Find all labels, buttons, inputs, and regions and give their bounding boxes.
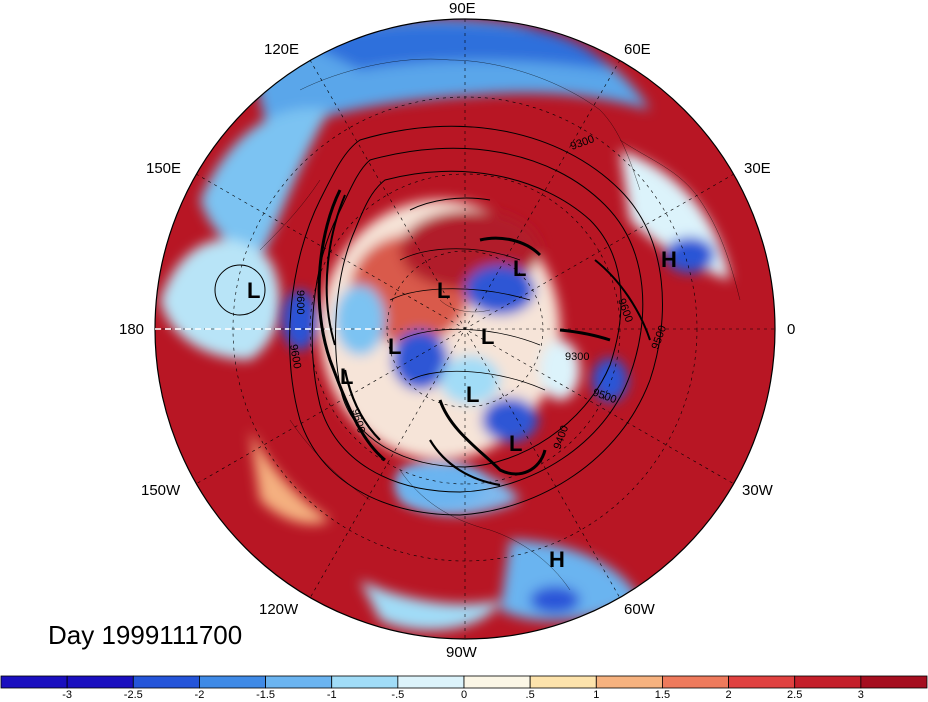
colorbar-cell	[728, 675, 796, 689]
contour-label: 9600	[287, 343, 303, 369]
low-center-marker: L	[388, 334, 401, 359]
lon-label-30e: 30E	[744, 160, 771, 177]
lon-label-180: 180	[119, 321, 145, 338]
colorbar-cell	[595, 675, 663, 689]
colorbar-tick-label: -1	[326, 689, 337, 701]
colorbar-tick-label: 0	[460, 689, 468, 701]
colorbar-cell	[132, 675, 200, 689]
colorbar-cell	[463, 675, 531, 689]
low-center-marker: L	[509, 431, 522, 456]
pressure-centers: L L L L L L L L H H	[247, 247, 677, 572]
colorbar-tick-label: 1	[593, 689, 600, 701]
lon-label-90w: 90W	[446, 644, 477, 661]
contour-label: 9300	[565, 351, 589, 363]
low-center-marker: L	[247, 278, 260, 303]
lon-label-60e: 60E	[624, 41, 651, 58]
colorbar-tick-label: -.5	[391, 689, 405, 701]
colorbar-cell	[331, 675, 399, 689]
low-center-marker: L	[466, 382, 479, 407]
lon-label-150e: 150E	[146, 160, 182, 177]
coastlines	[259, 58, 741, 591]
colorbar	[0, 675, 928, 689]
colorbar-tick-label: 2.5	[787, 689, 803, 701]
colorbar-tick-label: 1.5	[654, 689, 671, 701]
height-contours	[214, 125, 663, 516]
colorbar-tick-label: 3	[857, 689, 864, 701]
lon-label-30w: 30W	[742, 482, 773, 499]
colorbar-tick-label: -2.5	[123, 689, 143, 701]
low-center-marker: L	[437, 278, 450, 303]
colorbar-tick-label: -3	[62, 689, 73, 701]
colorbar-tick-label: 2	[725, 689, 732, 701]
colorbar-cell	[529, 675, 597, 689]
contour-label: 9600	[294, 290, 306, 314]
colorbar-cell	[66, 675, 134, 689]
high-center-marker: H	[661, 247, 677, 272]
colorbar-cell	[199, 675, 266, 689]
graticule	[154, 18, 776, 640]
anomaly-field	[155, 19, 775, 639]
low-center-marker: L	[513, 256, 526, 281]
lon-label-90e: 90E	[449, 0, 476, 17]
low-center-marker: L	[340, 364, 353, 389]
colorbar-cell	[860, 675, 928, 689]
lon-label-120w: 120W	[259, 601, 299, 618]
lon-label-60w: 60W	[624, 601, 655, 618]
date-title: Day 1999111700	[48, 620, 243, 650]
low-center-marker: L	[481, 324, 494, 349]
colorbar-tick-label: -1.5	[256, 689, 276, 701]
colorbar-cell	[0, 675, 68, 689]
lon-label-0: 0	[787, 321, 796, 338]
colorbar-cell	[662, 675, 729, 689]
lon-label-120e: 120E	[264, 41, 300, 58]
lon-label-150w: 150W	[141, 482, 181, 499]
colorbar-cell	[265, 675, 333, 689]
colorbar-tick-label: -2	[194, 689, 205, 701]
high-center-marker: H	[549, 547, 565, 572]
colorbar-cell	[794, 675, 862, 689]
colorbar-cell	[397, 675, 465, 689]
colorbar-tick-label: .5	[525, 689, 535, 701]
